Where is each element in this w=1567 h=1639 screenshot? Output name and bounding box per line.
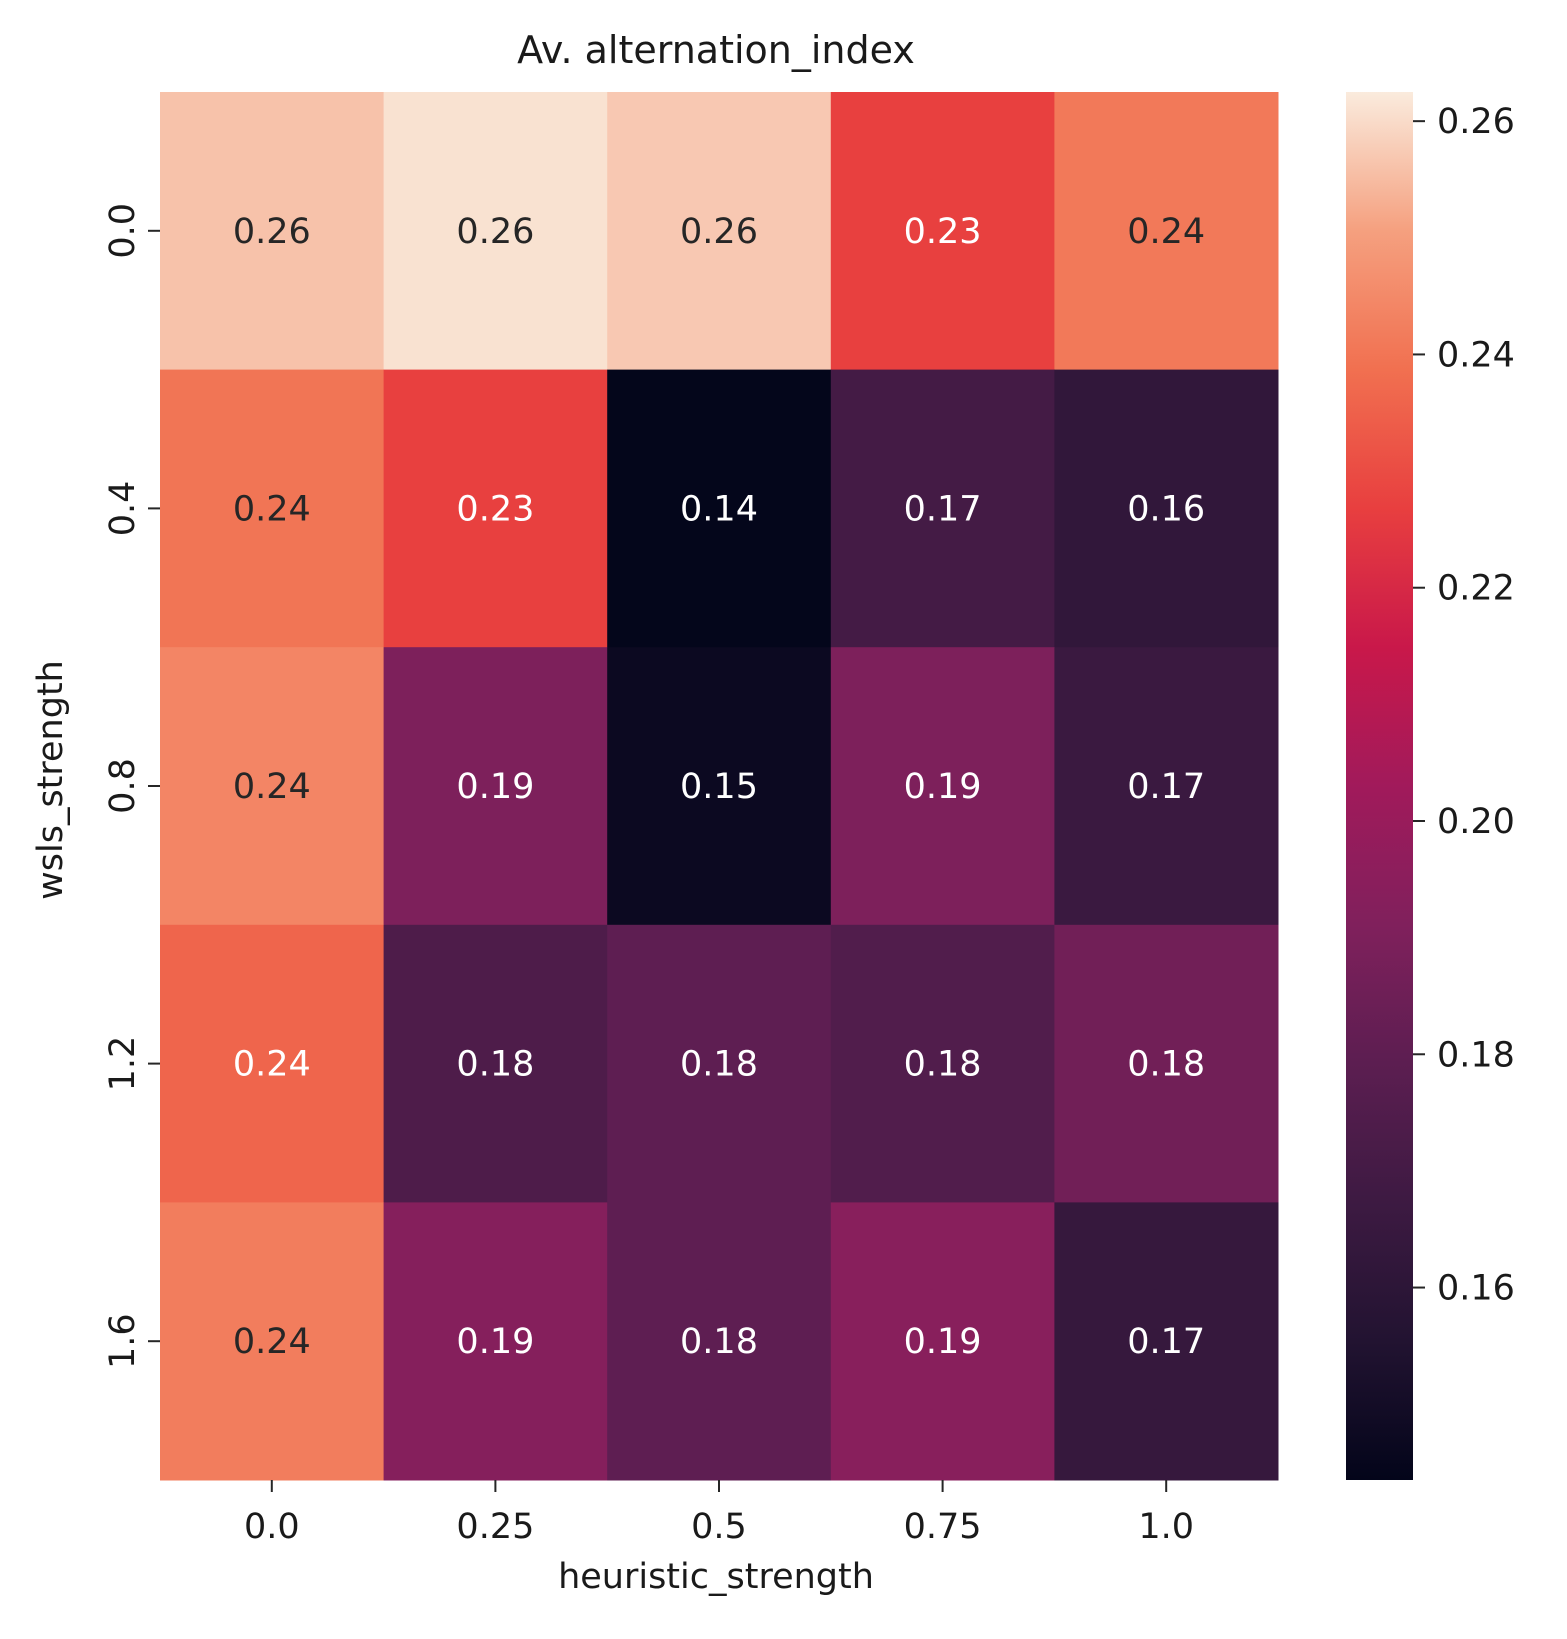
colorbar: 0.16 0.18 0.20 0.22 0.24 0.26: [1346, 92, 1515, 1480]
cell-label-r3-c3: 0.18: [904, 1045, 982, 1085]
heatmap-cell-r2-c2: [607, 647, 832, 926]
cell-label-r4-c1: 0.19: [456, 1322, 534, 1362]
colorbar-tick-label-5: 0.26: [1437, 102, 1515, 142]
x-axis-label: heuristic_strength: [558, 1557, 874, 1597]
heatmap-cell-r4-c4: [1054, 1202, 1279, 1481]
heatmap-cell-r4-c2: [607, 1202, 832, 1481]
x-tick-label-0: 0.0: [244, 1507, 300, 1547]
cell-label-r4-c0: 0.24: [233, 1322, 311, 1362]
y-tick-label-1: 0.4: [103, 481, 143, 537]
heatmap-cell-r3-c2: [607, 924, 832, 1203]
heatmap-cell-r0-c1: [383, 92, 608, 371]
heatmap-cell-r2-c1: [383, 647, 608, 926]
heatmap-cell-r4-c1: [383, 1202, 608, 1481]
cell-label-r1-c0: 0.24: [233, 489, 311, 529]
cell-label-r0-c0: 0.26: [233, 212, 311, 252]
cell-label-r3-c1: 0.18: [456, 1045, 534, 1085]
cell-label-r2-c0: 0.24: [233, 767, 311, 807]
cell-label-r0-c2: 0.26: [680, 212, 758, 252]
cell-label-r2-c3: 0.19: [904, 767, 982, 807]
heatmap-cell-r2-c3: [830, 647, 1055, 926]
cell-label-r4-c4: 0.17: [1127, 1322, 1205, 1362]
x-tick-label-1: 0.25: [456, 1507, 534, 1547]
x-axis: 0.0 0.25 0.5 0.75 1.0: [244, 1480, 1194, 1547]
cell-label-r2-c4: 0.17: [1127, 767, 1205, 807]
cell-label-r2-c2: 0.15: [680, 767, 758, 807]
heatmap-cell-r3-c3: [830, 924, 1055, 1203]
cell-label-r4-c3: 0.19: [904, 1322, 982, 1362]
heatmap-cell-r2-c4: [1054, 647, 1279, 926]
heatmap-cell-r3-c0: [160, 924, 385, 1203]
cell-label-r1-c4: 0.16: [1127, 489, 1205, 529]
x-tick-label-3: 0.75: [904, 1507, 982, 1547]
colorbar-tick-label-0: 0.16: [1437, 1269, 1515, 1309]
heatmap-cell-r0-c4: [1054, 92, 1279, 371]
heatmap-cell-r1-c2: [607, 369, 832, 648]
colorbar-tick-label-4: 0.24: [1437, 335, 1515, 375]
heatmap-cell-r0-c2: [607, 92, 832, 371]
y-tick-label-2: 0.8: [103, 758, 143, 814]
heatmap-cell-r1-c0: [160, 369, 385, 648]
heatmap-cell-r1-c1: [383, 369, 608, 648]
colorbar-tick-label-1: 0.18: [1437, 1035, 1515, 1075]
heatmap-cell-r4-c0: [160, 1202, 385, 1481]
y-tick-label-4: 1.6: [103, 1313, 143, 1369]
heatmap-cell-r3-c4: [1054, 924, 1279, 1203]
y-tick-label-0: 0.0: [103, 203, 143, 259]
cell-label-r3-c2: 0.18: [680, 1045, 758, 1085]
cell-label-r1-c2: 0.14: [680, 489, 758, 529]
heatmap-cell-r2-c0: [160, 647, 385, 926]
cell-label-r4-c2: 0.18: [680, 1322, 758, 1362]
chart-title: Av. alternation_index: [517, 28, 915, 72]
heatmap-cell-r3-c1: [383, 924, 608, 1203]
heatmap-cells: [160, 92, 1279, 1481]
y-axis: 0.0 0.4 0.8 1.2 1.6: [103, 203, 160, 1369]
cell-label-r0-c1: 0.26: [456, 212, 534, 252]
cell-label-r0-c4: 0.24: [1127, 212, 1205, 252]
cell-label-r2-c1: 0.19: [456, 767, 534, 807]
heatmap-cell-r4-c3: [830, 1202, 1055, 1481]
y-axis-label: wsls_strength: [31, 660, 71, 900]
cell-label-r3-c0: 0.24: [233, 1045, 311, 1085]
colorbar-tick-label-3: 0.22: [1437, 569, 1515, 609]
heatmap-cell-r1-c4: [1054, 369, 1279, 648]
x-tick-label-2: 0.5: [691, 1507, 747, 1547]
heatmap-cell-r1-c3: [830, 369, 1055, 648]
cell-label-r0-c3: 0.23: [904, 212, 982, 252]
cell-label-r3-c4: 0.18: [1127, 1045, 1205, 1085]
cell-label-r1-c1: 0.23: [456, 489, 534, 529]
heatmap-cell-r0-c3: [830, 92, 1055, 371]
y-tick-label-3: 1.2: [103, 1036, 143, 1092]
colorbar-gradient: [1346, 92, 1413, 1480]
cell-label-r1-c3: 0.17: [904, 489, 982, 529]
x-tick-label-4: 1.0: [1138, 1507, 1194, 1547]
heatmap-cell-r0-c0: [160, 92, 385, 371]
heatmap-cell-labels: 0.26 0.26 0.26 0.23 0.24 0.24 0.23 0.14 0.17 0.16…: [233, 212, 1205, 1362]
colorbar-ticks: 0.16 0.18 0.20 0.22 0.24 0.26: [1413, 102, 1515, 1309]
colorbar-tick-label-2: 0.20: [1437, 802, 1515, 842]
